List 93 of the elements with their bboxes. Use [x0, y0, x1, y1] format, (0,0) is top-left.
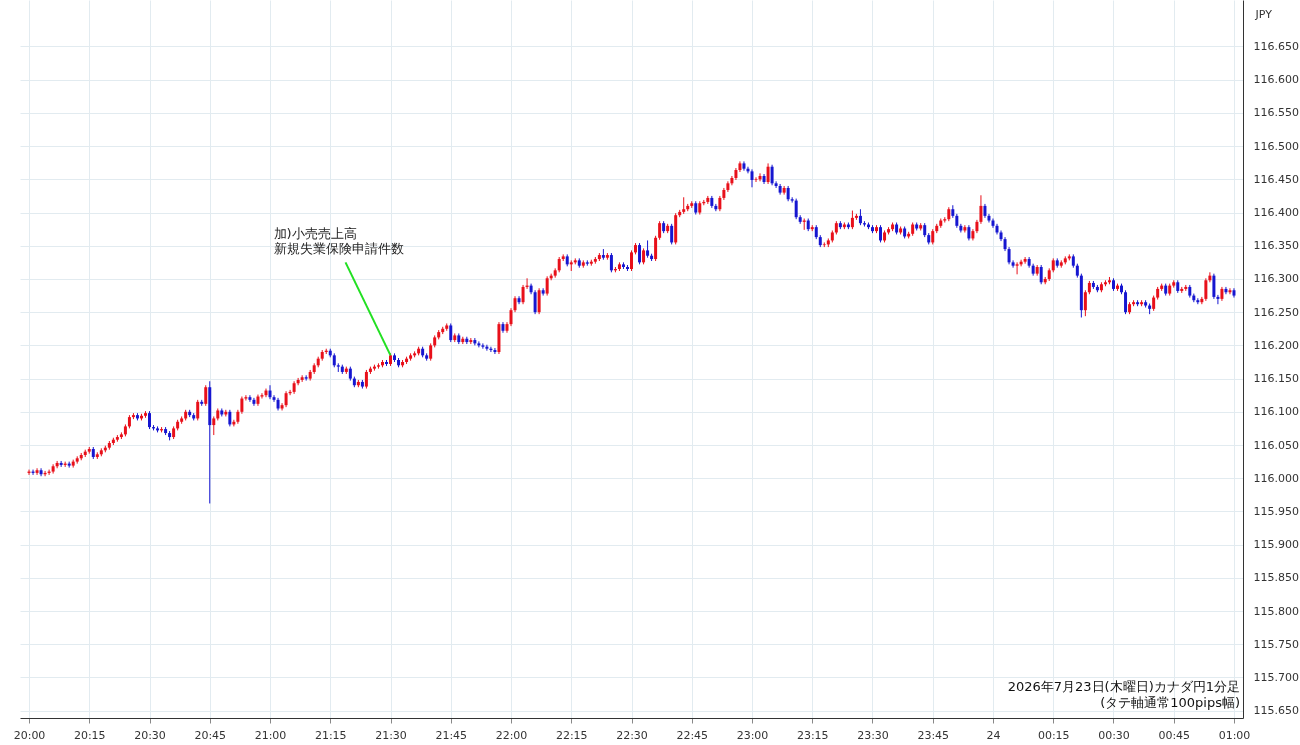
- y-tick-label: 115.650: [1253, 704, 1299, 718]
- y-tick-label: 116.450: [1253, 172, 1299, 186]
- y-tick-label: 116.500: [1253, 139, 1299, 153]
- candlestick: [268, 384, 272, 400]
- x-tick-label: 23:15: [796, 728, 829, 742]
- candlestick: [1204, 277, 1208, 302]
- x-tick-label: 21:30: [375, 728, 407, 742]
- y-tick-label: 116.550: [1253, 106, 1299, 120]
- y-tick-label: 116.150: [1253, 372, 1299, 386]
- candlestick: [1228, 287, 1232, 295]
- candlestick: [541, 287, 545, 297]
- candlestick: [59, 460, 63, 468]
- candlestick: [449, 322, 453, 343]
- y-tick-label: 116.350: [1253, 239, 1299, 253]
- candlestick: [1039, 264, 1043, 285]
- candlestick: [1023, 256, 1027, 265]
- x-tick-label: 24: [986, 728, 1001, 742]
- candlestick: [493, 347, 497, 355]
- candlestick: [1083, 289, 1087, 317]
- candlestick: [658, 220, 662, 241]
- y-tick-label: 116.100: [1253, 405, 1299, 419]
- x-tick-label: 20:45: [194, 728, 227, 742]
- x-tick-label: 20:15: [73, 728, 106, 742]
- candlestick: [545, 275, 549, 297]
- candlestick: [485, 344, 489, 352]
- candlestick: [609, 252, 613, 273]
- annotation: 2026年7月23日(木曜日)カナダ円1分足: [1007, 679, 1240, 694]
- candlestick: [754, 176, 758, 183]
- candlestick: [212, 415, 216, 436]
- x-tick-label: 23:30: [857, 728, 889, 742]
- y-tick-label: 115.700: [1253, 670, 1299, 684]
- candlestick: [670, 223, 674, 245]
- x-tick-label: 21:00: [254, 728, 287, 742]
- candlestick: [477, 340, 481, 348]
- candlestick: [473, 337, 477, 346]
- candlestick: [770, 164, 774, 186]
- x-tick-label: 00:15: [1037, 728, 1070, 742]
- candlestick: [35, 467, 39, 476]
- candlestick: [364, 369, 368, 390]
- candlestick: [850, 210, 854, 230]
- candlestick: [252, 397, 256, 407]
- candlestick: [963, 224, 967, 233]
- candlestick: [1124, 289, 1128, 315]
- candlestick: [533, 289, 537, 315]
- y-tick-label: 116.600: [1253, 73, 1299, 87]
- y-axis-title: JPY: [1254, 7, 1273, 21]
- candlestick: [517, 295, 521, 305]
- x-tick-label: 22:45: [676, 728, 709, 742]
- candlestick: [638, 242, 642, 265]
- y-tick-label: 115.950: [1253, 504, 1299, 518]
- x-tick-label: 01:00: [1218, 728, 1251, 742]
- candlestick: [654, 235, 658, 262]
- y-tick-label: 115.900: [1253, 538, 1299, 552]
- candlestick: [630, 249, 633, 272]
- candlestick: [1224, 286, 1228, 295]
- annotation: (タテ軸通常100pips幅): [1100, 695, 1240, 710]
- y-tick-label: 116.400: [1253, 206, 1299, 220]
- x-tick-label: 22:30: [616, 728, 648, 742]
- x-tick-label: 20:00: [13, 728, 46, 742]
- candlestick: [766, 162, 770, 185]
- x-tick-label: 00:45: [1158, 728, 1191, 742]
- annotation: 加)小売売上高: [273, 226, 357, 242]
- x-tick-label: 23:00: [736, 728, 769, 742]
- y-tick-label: 116.300: [1253, 272, 1299, 286]
- x-tick-label: 20:30: [134, 728, 166, 742]
- candlestick: [1212, 273, 1216, 300]
- candlestick: [758, 172, 762, 182]
- candlestick: [55, 460, 59, 469]
- candlestick: [537, 287, 541, 315]
- y-tick-label: 116.200: [1253, 338, 1299, 352]
- candlestick: [39, 467, 43, 477]
- x-tick-label: 22:00: [495, 728, 528, 742]
- candlestick: [794, 198, 798, 220]
- candlestick: [204, 384, 208, 407]
- candlestick: [248, 394, 252, 403]
- x-tick-label: 22:15: [555, 728, 588, 742]
- annotation: 新規失業保険申請件数: [273, 241, 404, 257]
- y-tick-label: 115.750: [1253, 637, 1299, 651]
- candlestick: [750, 168, 754, 188]
- x-tick-label: 00:30: [1098, 728, 1130, 742]
- y-tick-label: 115.850: [1253, 571, 1299, 585]
- candlestick: [300, 374, 304, 383]
- candlestick: [481, 342, 485, 350]
- y-tick-label: 116.650: [1253, 39, 1299, 53]
- x-tick-label: 21:45: [435, 728, 468, 742]
- x-tick-label: 21:15: [314, 728, 347, 742]
- y-tick-label: 116.000: [1253, 471, 1299, 485]
- x-tick-label: 23:45: [917, 728, 950, 742]
- candlestick: [1015, 261, 1019, 275]
- y-tick-label: 116.050: [1253, 438, 1299, 452]
- candlestick: [196, 399, 200, 421]
- y-tick-label: 115.800: [1253, 604, 1299, 618]
- y-tick-label: 116.250: [1253, 305, 1299, 319]
